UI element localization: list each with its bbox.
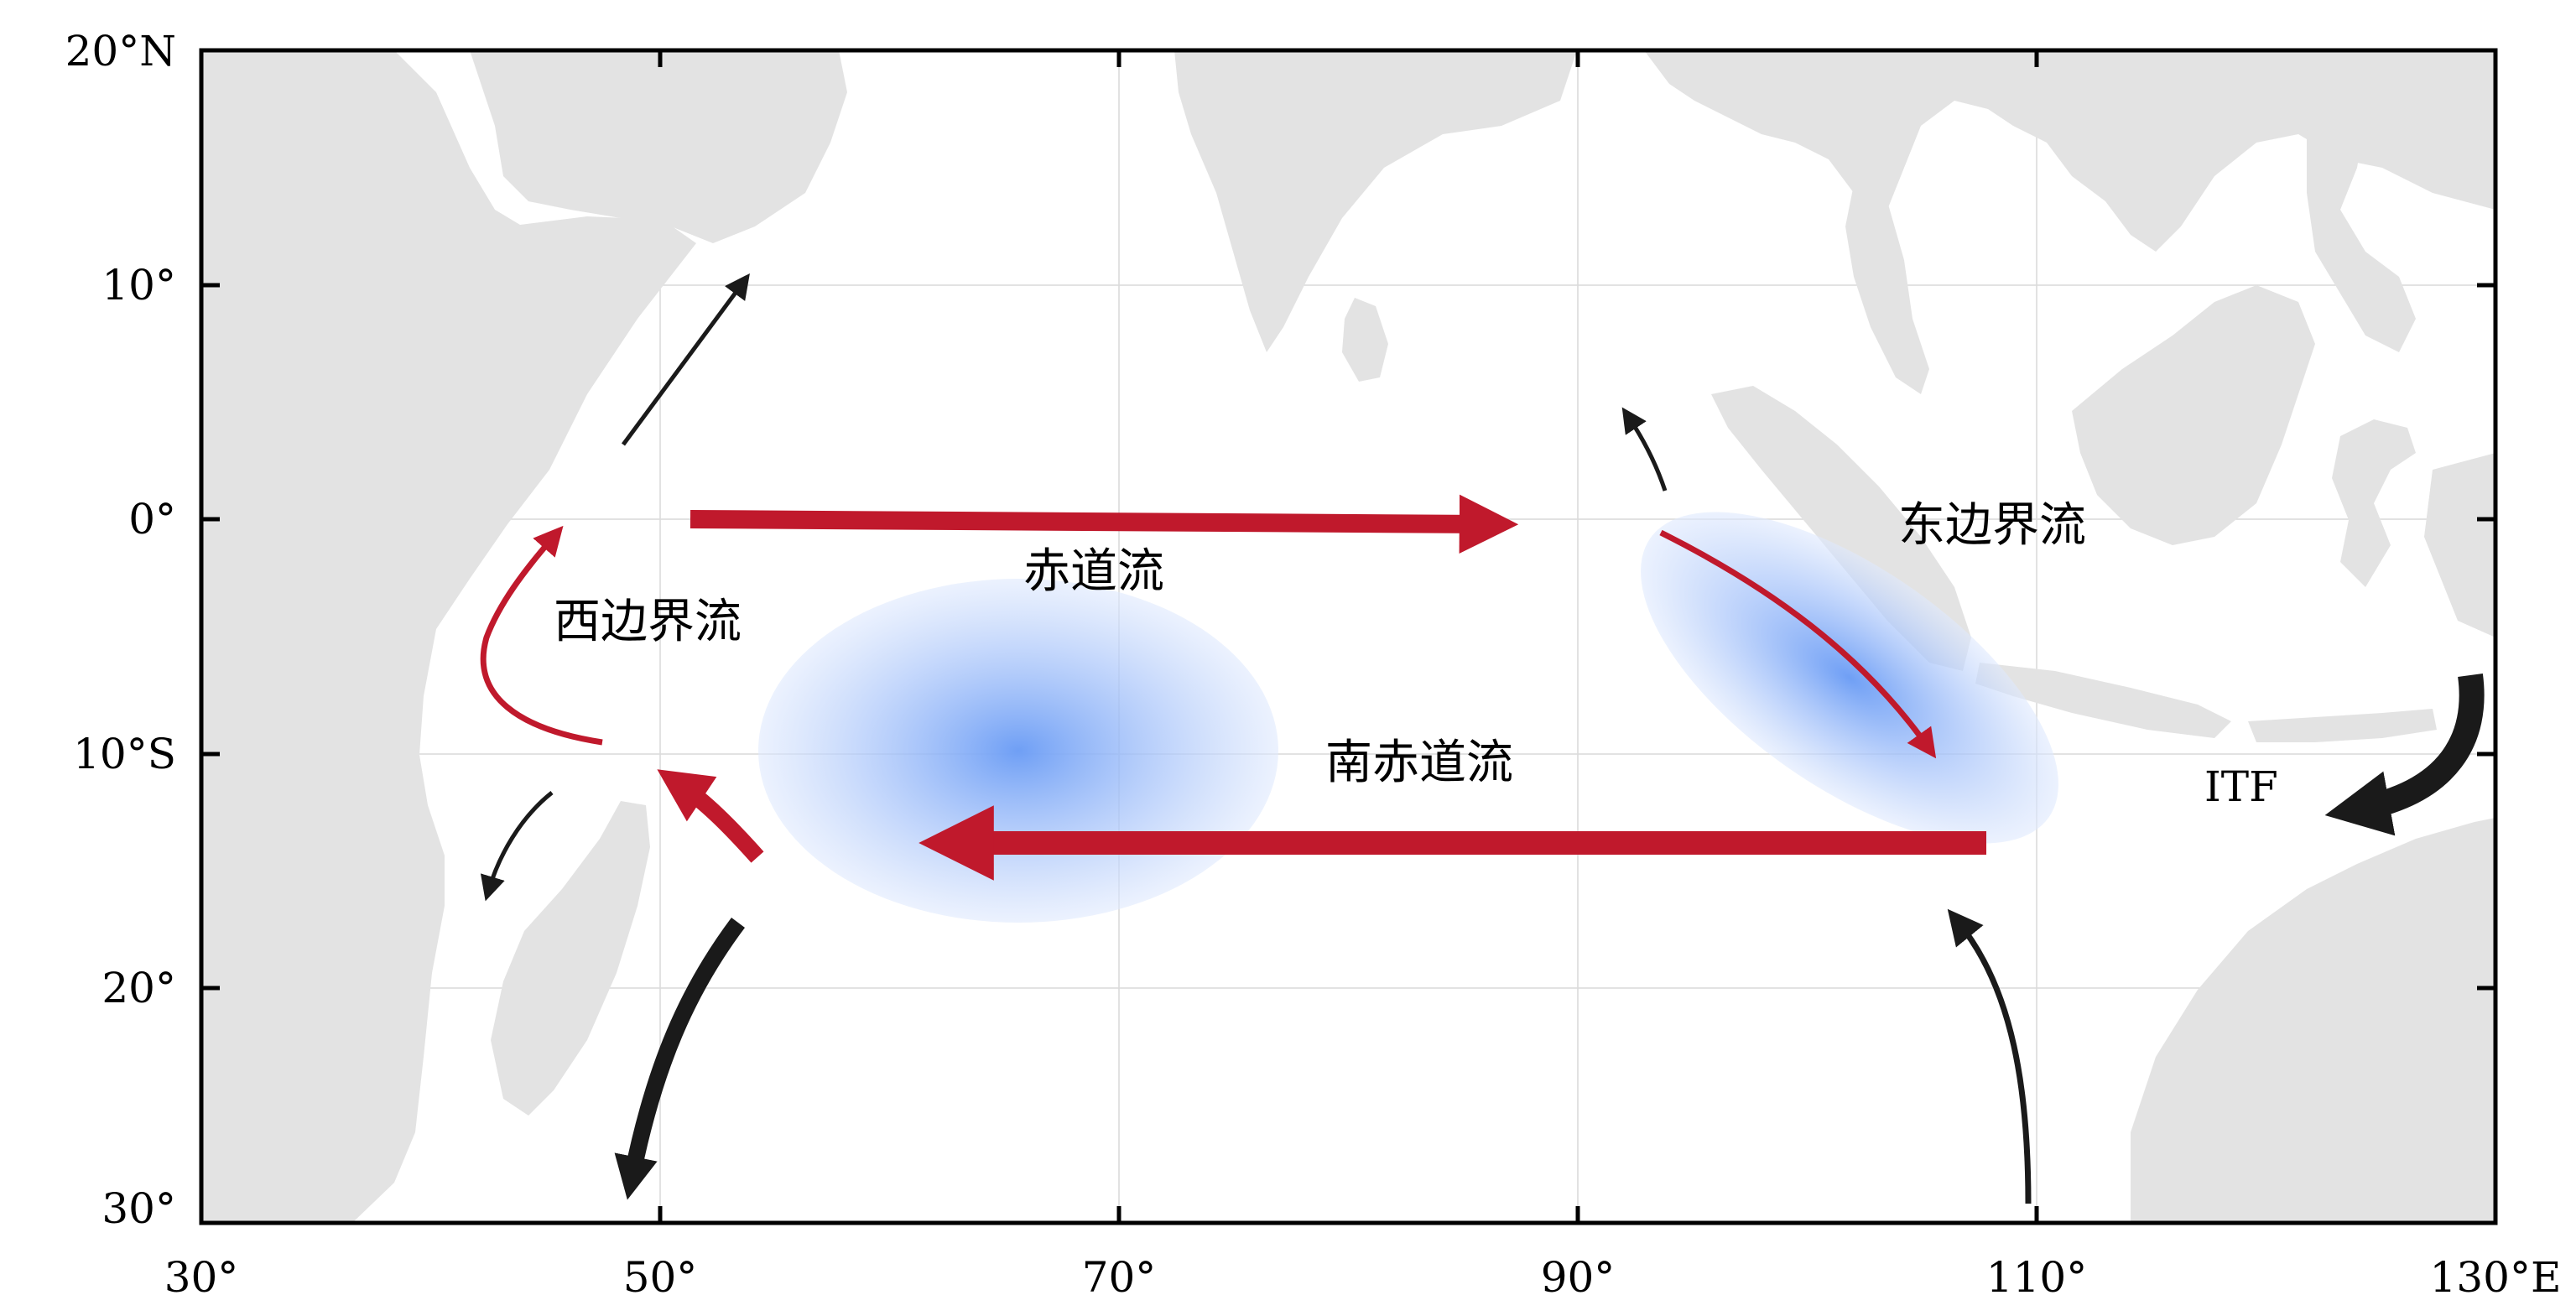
lesser-sunda-land: [2248, 709, 2437, 742]
sulawesi-land: [2332, 419, 2416, 587]
itf-label: ITF: [2204, 762, 2278, 811]
eastern-boundary-current-label: 东边界流: [1898, 498, 2086, 553]
equatorial-current-label: 赤道流: [1023, 544, 1164, 599]
philippines-land: [2307, 67, 2416, 352]
africa-land: [201, 50, 696, 1223]
agulhas-southward-arrow: [614, 918, 746, 1200]
itf-arrow: [2324, 674, 2485, 836]
lon-tick-label: 90°: [1541, 1253, 1616, 1302]
east-upwelling-region: [1641, 512, 2058, 844]
frame-ticks: [201, 50, 2495, 1223]
mozambique-southward-arrow: [480, 791, 554, 902]
madagascar-land: [491, 801, 650, 1116]
west-upwelling-region: [758, 579, 1278, 923]
lat-tick-label: 10°: [101, 261, 176, 309]
lat-tick-label: 0°: [128, 495, 176, 544]
lat-tick-label: 20°N: [65, 27, 176, 75]
borneo-land: [2072, 285, 2315, 545]
lon-tick-label: 70°: [1082, 1253, 1157, 1302]
longitude-labels: 30° 50° 70° 90° 110° 130°E: [164, 1253, 2562, 1302]
equatorial-current-arrow: [690, 494, 1519, 554]
western-boundary-current-label: 西边界流: [554, 595, 742, 649]
south-equatorial-current-label: 南赤道流: [1325, 736, 1513, 790]
landmasses: [201, 50, 2495, 1223]
australia-land: [2131, 818, 2495, 1223]
lat-tick-label: 30°: [101, 1184, 176, 1233]
eastern-boundary-current-arrow: [1659, 529, 1937, 759]
sri-lanka-land: [1342, 298, 1388, 382]
mozambique-red-arrow: [657, 769, 764, 863]
latitude-labels: 20°N 10° 0° 10°S 20° 30°: [65, 27, 176, 1233]
new-guinea-land: [2424, 453, 2495, 637]
western-boundary-current-arrow: [480, 525, 603, 746]
lon-tick-label: 50°: [623, 1253, 698, 1302]
lon-tick-label: 130°E: [2430, 1253, 2562, 1302]
arabia-land: [470, 50, 847, 243]
malay-peninsula-land: [1845, 185, 1929, 394]
sumatra-northward-arrow: [1621, 407, 1668, 492]
southeast-asia-land: [1644, 50, 2495, 252]
map-frame: [199, 48, 2498, 1225]
lon-tick-label: 30°: [164, 1253, 239, 1302]
india-land: [1174, 50, 1577, 352]
lat-tick-label: 20°: [101, 964, 176, 1012]
lon-tick-label: 110°: [1986, 1253, 2087, 1302]
java-land: [1975, 663, 2231, 738]
lat-tick-label: 10°S: [73, 730, 176, 778]
somali-northward-arrow: [621, 273, 750, 446]
eastern-northward-arrow: [1947, 908, 2032, 1204]
